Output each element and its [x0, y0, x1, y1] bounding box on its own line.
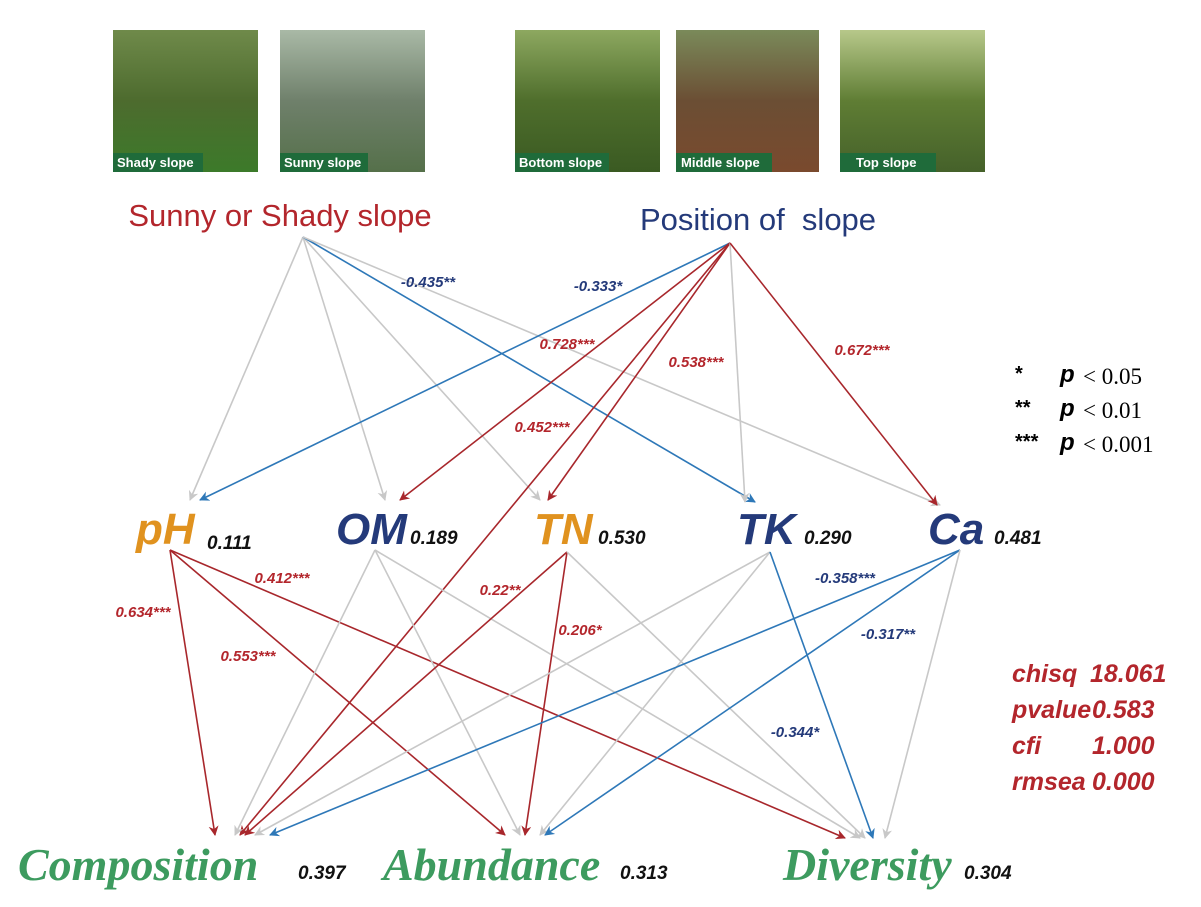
fit-name: cfi — [1012, 732, 1042, 760]
photo-caption: Shady slope — [117, 155, 194, 170]
photo-caption-box — [515, 153, 609, 172]
arrow — [244, 551, 568, 836]
path-label: 0.452*** — [514, 419, 570, 436]
arrow — [729, 242, 750, 503]
driver-label: Sunny or Shady slope — [128, 198, 431, 233]
arrow — [566, 551, 866, 839]
arrow — [882, 549, 961, 839]
r-squared: 0.530 — [598, 528, 646, 549]
arrow — [188, 236, 304, 501]
photo-caption: Top slope — [856, 155, 916, 170]
photo-caption-box — [676, 153, 772, 172]
path-label: 0.728*** — [539, 336, 595, 353]
outcome-node: Abundance — [380, 839, 600, 890]
arrow — [199, 242, 731, 501]
arrows — [169, 236, 961, 840]
fit-value: 0.000 — [1092, 768, 1155, 796]
arrow — [234, 549, 376, 836]
arrow — [302, 236, 756, 503]
soil-node: OM — [336, 505, 408, 554]
arrow — [547, 242, 731, 501]
photo — [840, 30, 985, 172]
arrow — [302, 236, 941, 507]
outcome-node: Composition — [18, 839, 258, 890]
path-label: 0.538*** — [668, 354, 724, 371]
legend-p: p — [1059, 395, 1075, 422]
r-squared: 0.189 — [410, 528, 458, 549]
photo-caption-box — [280, 153, 368, 172]
r-squared: 0.313 — [620, 863, 668, 884]
arrow — [169, 549, 846, 840]
fit-value: 1.000 — [1092, 732, 1155, 760]
arrow — [302, 236, 388, 501]
soil-node: Ca — [928, 505, 984, 554]
legend-stars: * — [1015, 363, 1023, 385]
path-label: 0.672*** — [834, 342, 890, 359]
fit-name: rmsea — [1012, 768, 1086, 796]
outcome-node: Diversity — [782, 839, 952, 890]
legend-stars: *** — [1015, 431, 1039, 453]
path-labels: -0.435** -0.333* 0.728*** 0.538*** 0.672… — [115, 274, 916, 741]
r-squared: 0.397 — [298, 863, 347, 884]
soil-node: pH — [135, 505, 196, 554]
fit-value: 18.061 — [1090, 660, 1166, 688]
fit-statistics: chisq 18.061 pvalue 0.583 cfi 1.000 rmse… — [1011, 660, 1166, 796]
path-label: 0.22** — [480, 582, 522, 599]
photo — [280, 30, 425, 172]
photo — [515, 30, 660, 172]
arrow — [169, 549, 219, 836]
path-label: 0.553*** — [220, 648, 276, 665]
photo-caption: Middle slope — [681, 155, 760, 170]
path-label: 0.634*** — [115, 604, 171, 621]
arrow — [254, 551, 771, 836]
arrow — [544, 549, 961, 836]
driver-label: Position of slope — [640, 202, 876, 237]
fit-name: pvalue — [1011, 696, 1091, 724]
legend-threshold: < 0.01 — [1083, 398, 1142, 423]
arrow — [521, 551, 568, 836]
arrow — [169, 549, 506, 836]
arrow — [539, 551, 771, 836]
path-label: -0.344* — [771, 724, 821, 741]
arrow — [769, 551, 875, 839]
soil-node: TN — [534, 505, 594, 554]
r-squared: 0.290 — [804, 528, 852, 549]
photo-caption-box — [840, 153, 936, 172]
r-squared: 0.481 — [994, 528, 1042, 549]
arrow — [374, 549, 521, 836]
photo — [113, 30, 258, 172]
photo-caption: Bottom slope — [519, 155, 602, 170]
path-label: -0.358*** — [815, 570, 876, 587]
legend-p: p — [1059, 429, 1075, 456]
path-label: -0.333* — [574, 278, 624, 295]
arrow — [374, 549, 861, 839]
path-label: -0.435** — [401, 274, 456, 291]
r-squared: 0.304 — [964, 863, 1012, 884]
path-label: -0.317** — [861, 626, 916, 643]
path-label: 0.412*** — [254, 570, 310, 587]
arrow — [269, 549, 961, 837]
photo-caption: Sunny slope — [284, 155, 361, 170]
soil-node: TK — [737, 505, 799, 554]
legend-threshold: < 0.05 — [1083, 364, 1142, 389]
arrow — [302, 236, 541, 501]
legend-threshold: < 0.001 — [1083, 432, 1153, 457]
photos: Shady slope Sunny slope Bottom slope Mid… — [113, 30, 985, 172]
fit-name: chisq — [1012, 660, 1077, 688]
arrow — [729, 242, 938, 506]
arrow — [399, 242, 731, 501]
legend: * p < 0.05 ** p < 0.01 *** p < 0.001 — [1015, 361, 1153, 457]
fit-value: 0.583 — [1092, 696, 1155, 724]
arrow — [239, 242, 731, 836]
r-squared: 0.111 — [207, 533, 252, 554]
photo-caption-box — [113, 153, 203, 172]
legend-p: p — [1059, 361, 1075, 388]
legend-stars: ** — [1015, 397, 1031, 419]
photo — [676, 30, 819, 172]
path-label: 0.206* — [558, 622, 603, 639]
